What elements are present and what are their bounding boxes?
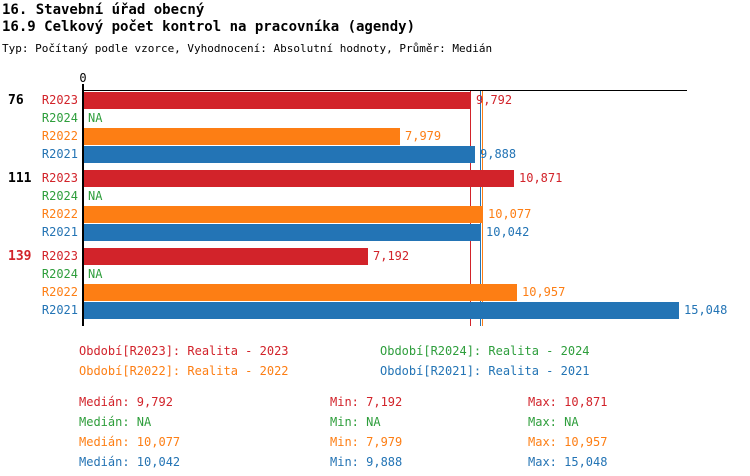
- group-label: 139: [8, 249, 32, 264]
- legend-item: Období[R2021]: Realita - 2021: [380, 364, 590, 378]
- bar: [84, 224, 481, 241]
- bar-value-label: 10,042: [486, 225, 530, 239]
- bar-value-label: 10,077: [488, 207, 532, 221]
- bar-value-na: NA: [88, 111, 103, 125]
- bar: [84, 248, 368, 265]
- legend-item: Období[R2024]: Realita - 2024: [380, 344, 590, 358]
- stat-max: Max: 10,957: [528, 435, 608, 449]
- report-title-line1: 16. Stavební úřad obecný: [2, 2, 205, 18]
- series-row-label: R2024: [41, 267, 78, 281]
- legend-item: Období[R2022]: Realita - 2022: [79, 364, 289, 378]
- group-label: 111: [8, 171, 32, 186]
- bar: [84, 302, 679, 319]
- bar: [84, 128, 400, 145]
- stat-max: Max: 15,048: [528, 455, 608, 469]
- series-row-label: R2023: [41, 93, 78, 107]
- series-row-label: R2022: [41, 207, 78, 221]
- bar: [84, 92, 471, 109]
- series-row-label: R2023: [41, 171, 78, 185]
- series-row-label: R2022: [41, 129, 78, 143]
- bar-value-label: 15,048: [684, 303, 728, 317]
- report-title-line2: 16.9 Celkový počet kontrol na pracovníka…: [2, 19, 416, 35]
- bar: [84, 284, 517, 301]
- x-axis-origin-tick-label: 0: [79, 71, 87, 85]
- bar: [84, 146, 475, 163]
- group-label: 76: [8, 93, 24, 108]
- report-subtitle: Typ: Počítaný podle vzorce, Vyhodnocení:…: [2, 42, 493, 55]
- x-axis-line: [82, 90, 687, 91]
- bar-value-na: NA: [88, 189, 103, 203]
- y-axis-line: [82, 90, 84, 326]
- bar-value-label: 10,871: [519, 171, 563, 185]
- bar-value-label: 10,957: [522, 285, 566, 299]
- series-row-label: R2021: [41, 147, 78, 161]
- bar-value-label: 7,192: [373, 249, 410, 263]
- bar-value-label: 9,888: [480, 147, 517, 161]
- stat-median: Medián: 10,042: [79, 455, 181, 469]
- series-row-label: R2021: [41, 303, 78, 317]
- series-row-label: R2024: [41, 189, 78, 203]
- bar-value-na: NA: [88, 267, 103, 281]
- stat-min: Min: NA: [330, 415, 381, 429]
- stat-max: Max: NA: [528, 415, 579, 429]
- bar-value-label: 9,792: [476, 93, 513, 107]
- stat-median: Medián: 10,077: [79, 435, 181, 449]
- stat-min: Min: 7,192: [330, 395, 403, 409]
- bar-value-label: 7,979: [405, 129, 442, 143]
- series-row-label: R2021: [41, 225, 78, 239]
- stat-median: Medián: NA: [79, 415, 152, 429]
- stat-min: Min: 7,979: [330, 435, 403, 449]
- series-row-label: R2023: [41, 249, 78, 263]
- series-row-label: R2022: [41, 285, 78, 299]
- stat-median: Medián: 9,792: [79, 395, 173, 409]
- bar: [84, 206, 483, 223]
- bar: [84, 170, 514, 187]
- series-row-label: R2024: [41, 111, 78, 125]
- legend-item: Období[R2023]: Realita - 2023: [79, 344, 289, 358]
- stat-min: Min: 9,888: [330, 455, 403, 469]
- stat-max: Max: 10,871: [528, 395, 608, 409]
- x-axis-origin-tick: [82, 84, 84, 90]
